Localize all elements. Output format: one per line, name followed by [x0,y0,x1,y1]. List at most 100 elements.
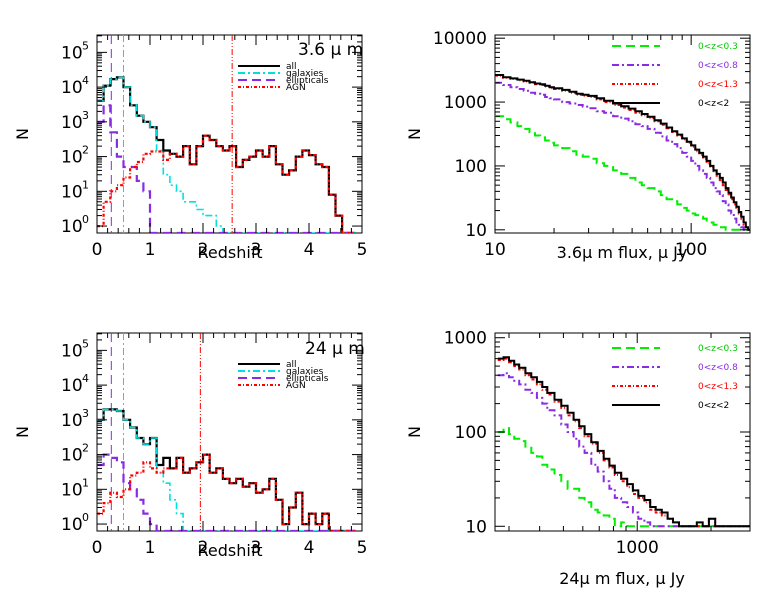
y-tick-label: 10 [61,480,83,500]
y-tick-exponent: 0 [82,213,89,226]
x-tick-label: 4 [304,240,315,260]
x-axis-label: 24μ m flux, μ Jy [559,569,685,588]
panel-annotation: 24 μ m [305,339,365,359]
y-tick-label: 10 [61,78,83,98]
y-tick-exponent: 4 [82,372,89,385]
y-tick-label: 1000 [444,329,487,349]
legend: 0<z<0.3 0<z<0.8 0<z<1.3 0<z<2 [612,42,738,109]
legend-label: ellipticals [286,76,329,86]
y-tick-label: 10 [465,517,487,537]
x-tick-label: 1 [145,538,156,558]
y-tick-exponent: 2 [82,442,89,455]
legend-label: all [286,62,297,72]
series-line-0-z-0-8 [497,372,750,528]
legend-label: 0<z<0.8 [698,61,738,71]
y-tick-exponent: 0 [82,511,89,524]
plot-frame [494,34,751,234]
y-tick-exponent: 3 [82,407,89,420]
y-tick-exponent: 5 [82,337,89,350]
series-line-0-z-2 [495,74,750,231]
legend-label: all [286,360,297,370]
legend-label: AGN [286,83,306,93]
plot-marks [495,74,750,231]
series-line-0-z-2 [497,356,750,528]
legend-label: 0<z<2 [698,99,729,109]
y-tick-label: 10 [61,446,83,466]
legend-label: ellipticals [286,374,329,384]
axis-ticks: 10 010 110 210 310 410 50 1 2 3 4 5 [61,333,367,558]
x-tick-label: 3 [251,538,262,558]
y-tick-label: 10 [61,148,83,168]
x-tick-label: 0 [92,240,103,260]
plot-marks [497,356,750,528]
y-tick-label: 10 [61,217,83,237]
y-tick-exponent: 3 [82,109,89,122]
y-tick-exponent: 2 [82,144,89,157]
axis-ticks: 10 100 1000 10000 10 100 [433,29,750,260]
series-line-0-z-0-8 [495,81,750,231]
y-axis-label: N [13,128,32,140]
series-line-0-z-0-3 [497,427,750,528]
legend-label: AGN [286,381,306,391]
panel-redshift-24: 10 010 110 210 310 410 50 1 2 3 4 5 24 μ m Redshift… [13,332,367,560]
panel-annotation: 3.6 μ m [298,40,363,60]
x-tick-label: 10 [484,240,506,260]
series-line-0-z-0-3 [495,115,750,231]
legend-label: 0<z<2 [698,401,729,411]
legend-label: galaxies [286,69,324,79]
y-axis-label: N [405,426,424,438]
x-axis-label: Redshift [198,243,263,262]
series-line-agn [97,134,356,233]
series-line-ellipticals [97,104,356,233]
x-tick-label: 2 [198,240,209,260]
x-tick-label: 5 [357,538,368,558]
y-tick-label: 100 [455,157,487,177]
panel-redshift-3p6: 10 010 110 210 310 410 50 1 2 3 4 5 3.6 μ m Redshif… [13,34,367,262]
axis-ticks: 10 100 1000 1000 [444,329,750,558]
legend-label: galaxies [286,367,324,377]
y-tick-label: 10 [61,182,83,202]
y-tick-label: 10 [61,515,83,535]
legend-label: 0<z<1.3 [698,382,738,392]
panel-flux-24: 10 100 1000 1000 24μ m flux, μ Jy N 0<z<0.3… [405,329,751,588]
legend-label: 0<z<0.8 [698,363,738,373]
plot-frame [96,34,363,234]
x-tick-label: 0 [92,538,103,558]
y-tick-label: 100 [455,423,487,443]
y-tick-label: 1000 [444,93,487,113]
x-tick-label: 4 [304,538,315,558]
x-tick-label: 2 [198,538,209,558]
axis-ticks: 10 010 110 210 310 410 50 1 2 3 4 5 [61,35,367,260]
y-tick-exponent: 1 [82,476,89,489]
y-tick-label: 10 [465,221,487,241]
y-tick-label: 10 [61,411,83,431]
x-tick-label: 1000 [616,538,659,558]
legend: 0<z<0.3 0<z<0.8 0<z<1.3 0<z<2 [612,344,738,411]
x-tick-label: 5 [357,240,368,260]
x-tick-label: 3 [251,240,262,260]
y-tick-exponent: 1 [82,178,89,191]
series-line-all [97,408,356,531]
x-tick-label: 100 [675,240,707,260]
y-tick-label: 10 [61,376,83,396]
y-axis-label: N [13,426,32,438]
y-tick-label: 10 [61,341,83,361]
legend-label: 0<z<0.3 [698,42,738,52]
y-tick-label: 10000 [433,29,487,49]
x-tick-label: 1 [145,240,156,260]
y-tick-exponent: 5 [82,39,89,52]
plot-marks [97,35,356,233]
x-axis-label: 3.6μ m flux, μ Jy [557,243,688,262]
legend-label: 0<z<0.3 [698,344,738,354]
y-tick-label: 10 [61,43,83,63]
y-axis-label: N [405,128,424,140]
series-line-agn [97,453,356,531]
legend-label: 0<z<1.3 [698,80,738,90]
y-tick-exponent: 4 [82,74,89,87]
plot-marks [97,333,356,531]
y-tick-label: 10 [61,113,83,133]
